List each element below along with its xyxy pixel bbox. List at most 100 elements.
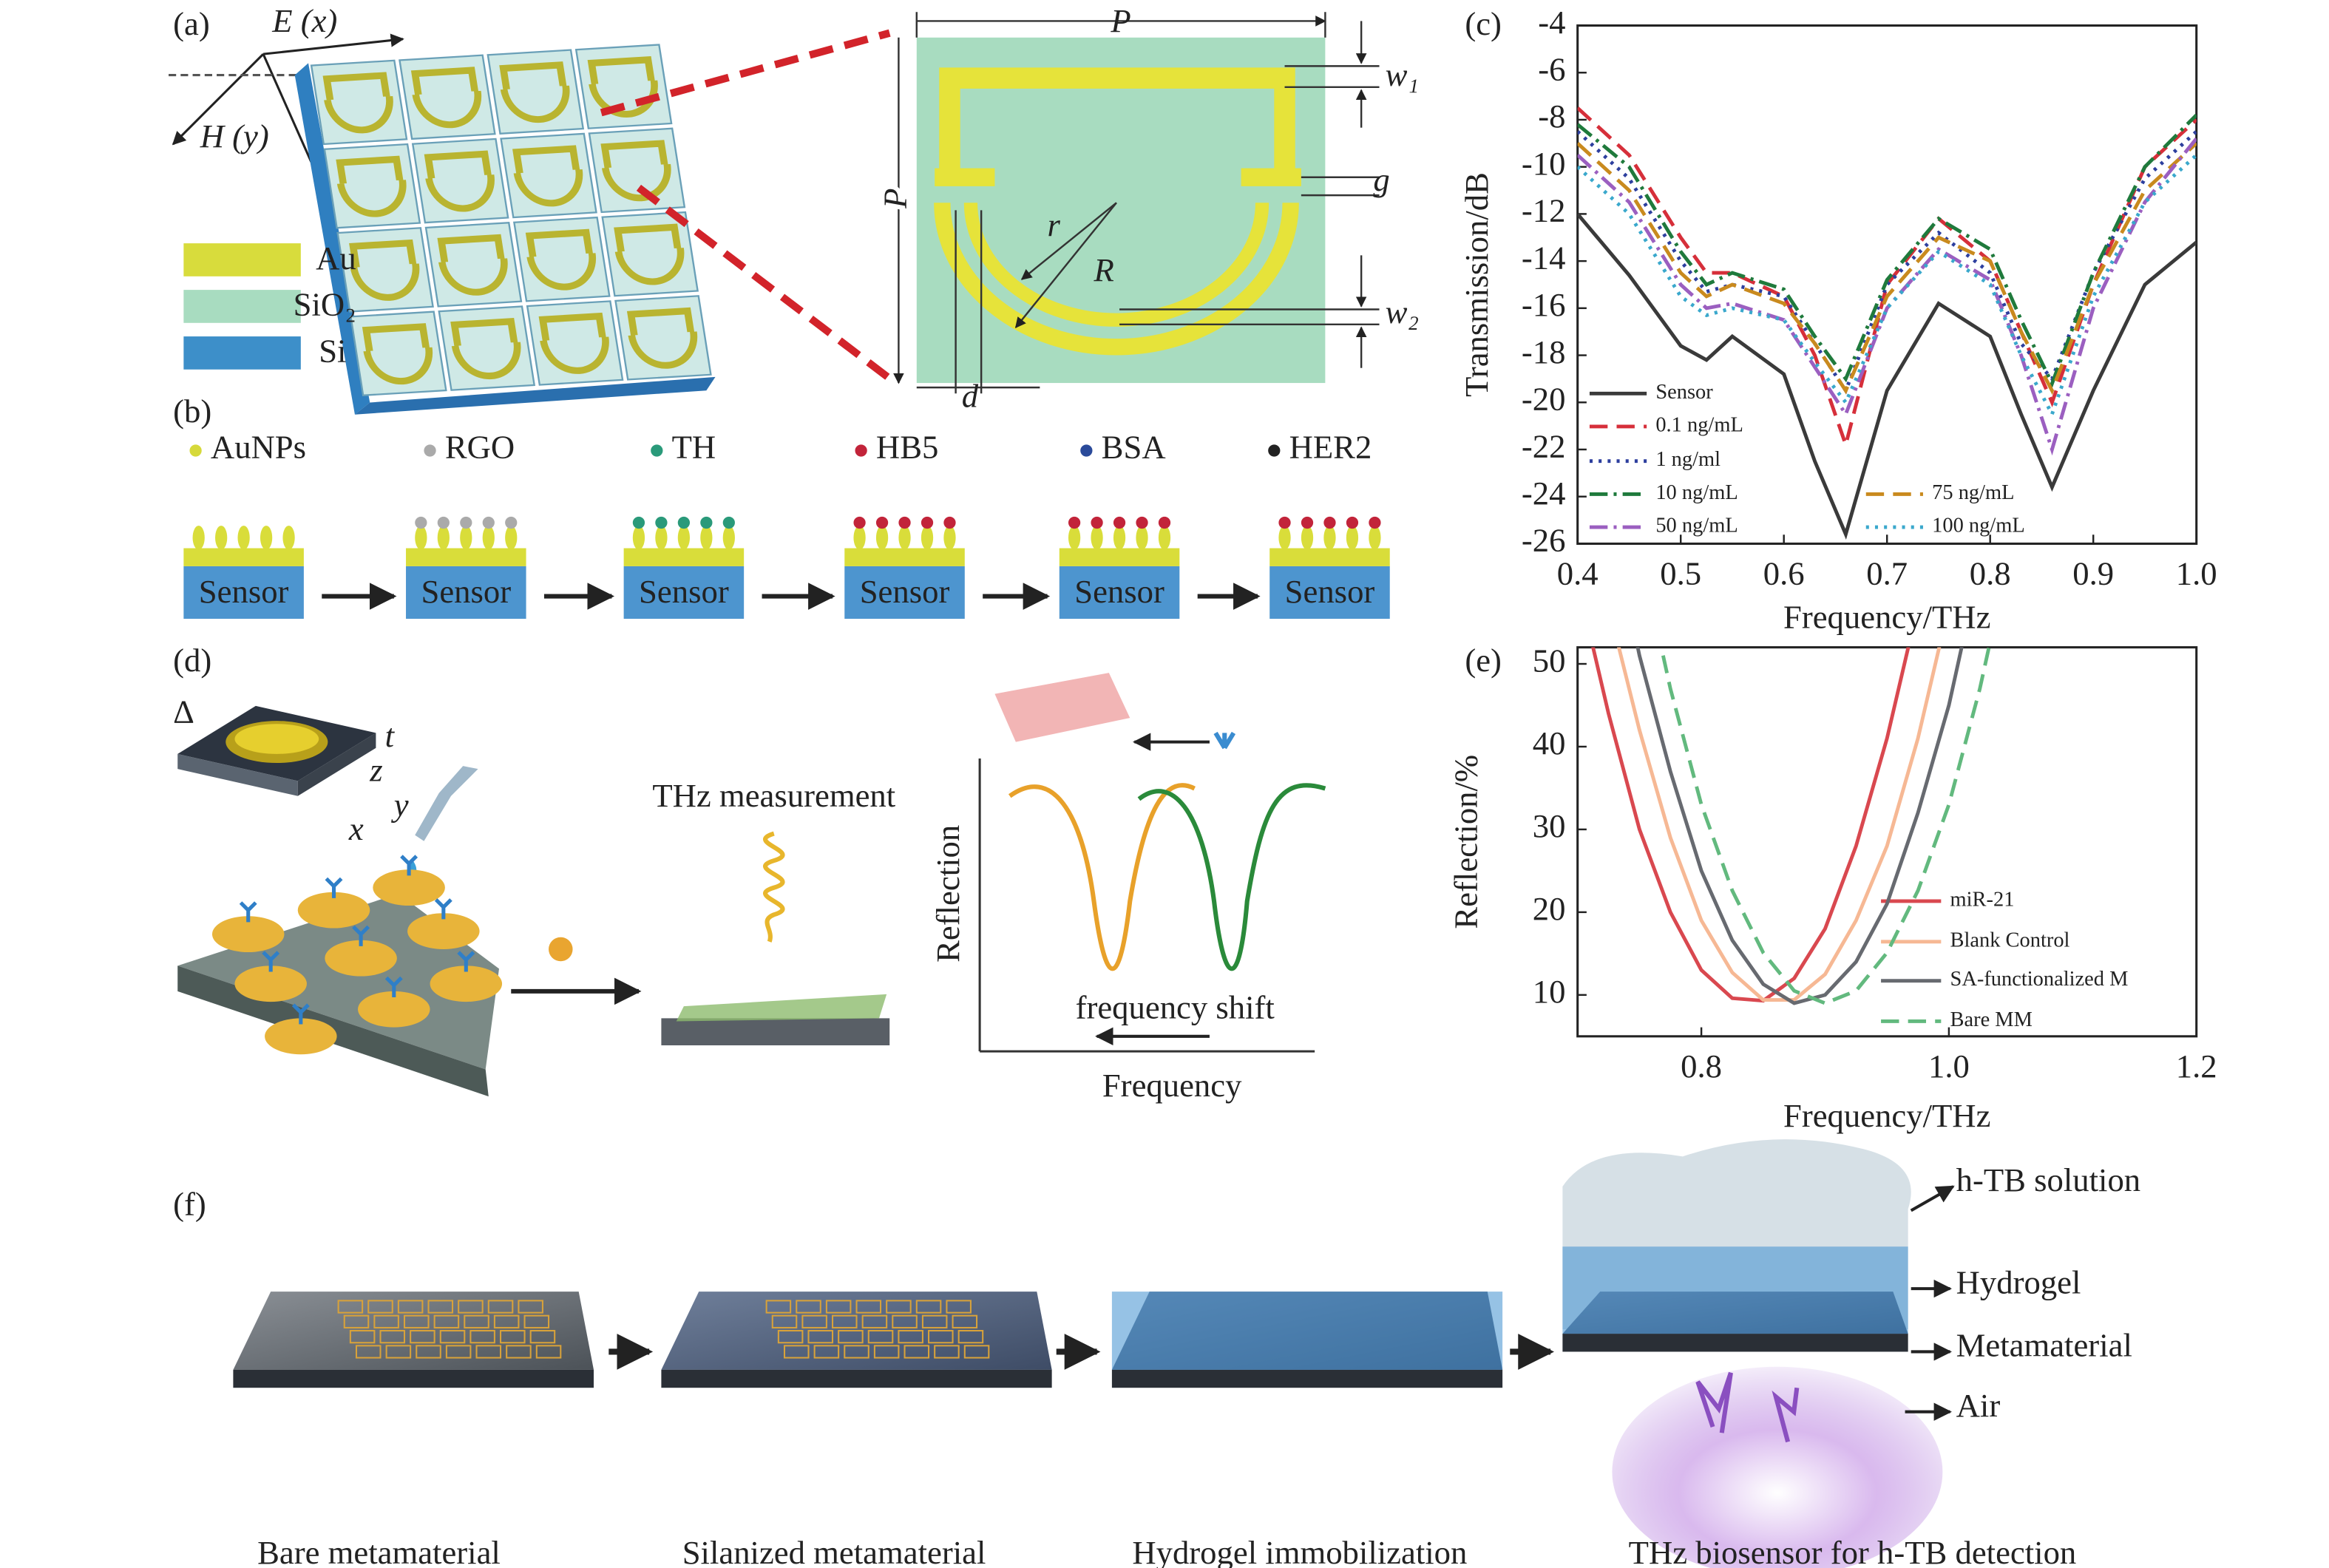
antibody bbox=[291, 1003, 310, 1025]
disc bbox=[430, 965, 503, 1002]
y-tick-label: 20 bbox=[1533, 890, 1566, 927]
pipette bbox=[415, 766, 478, 841]
slab-side bbox=[233, 1369, 594, 1388]
legend-label: Blank Control bbox=[1950, 929, 2070, 951]
resonator bbox=[322, 72, 393, 134]
particle bbox=[1068, 526, 1081, 550]
cell bbox=[783, 1345, 810, 1359]
resonator bbox=[614, 223, 685, 285]
x-tick-label: 0.7 bbox=[1866, 554, 1908, 591]
y-tick-label: -10 bbox=[1522, 145, 1566, 182]
cell bbox=[464, 1314, 489, 1328]
molecule bbox=[875, 516, 889, 529]
legend-label: 50 ng/mL bbox=[1655, 515, 1738, 537]
dimension-label: P bbox=[1110, 2, 1130, 39]
discs bbox=[211, 855, 503, 1055]
dimension-label: d bbox=[962, 378, 979, 415]
y-tick-label: -26 bbox=[1522, 522, 1566, 559]
y-tick-label: 40 bbox=[1533, 724, 1566, 761]
particle bbox=[192, 526, 205, 550]
panel-label: (b) bbox=[173, 393, 211, 430]
particle bbox=[1369, 526, 1381, 550]
x-tick-label: 0.9 bbox=[2072, 554, 2114, 591]
legend-swatch bbox=[183, 243, 301, 276]
metasurface bbox=[310, 44, 712, 396]
charts: (c) Frequency/THz Transmission/dB -26 -24 -22… bbox=[1448, 4, 2217, 1134]
disc bbox=[358, 991, 430, 1028]
cell bbox=[458, 1300, 484, 1314]
legend-icon bbox=[651, 444, 663, 457]
particle bbox=[875, 526, 889, 550]
cell bbox=[801, 1314, 827, 1328]
layer bbox=[1269, 548, 1390, 566]
y-tick-label: -6 bbox=[1538, 51, 1565, 88]
legend-label: SA-functionalized M bbox=[1950, 968, 2129, 991]
chip bbox=[297, 733, 376, 796]
layer-label: Air bbox=[1956, 1387, 2001, 1424]
cell bbox=[410, 1329, 435, 1344]
panel-label: (c) bbox=[1465, 5, 1502, 42]
layer-label: Hydrogel bbox=[1956, 1263, 2081, 1300]
axis-arrow bbox=[172, 53, 265, 146]
hydrogel bbox=[1562, 1246, 1908, 1334]
sensor-box bbox=[1059, 566, 1180, 620]
antibody bbox=[457, 951, 475, 972]
legend-label: Bare MM bbox=[1950, 1008, 2033, 1031]
particle bbox=[677, 526, 691, 550]
particle bbox=[415, 526, 427, 550]
antibody bbox=[262, 951, 280, 972]
cell bbox=[934, 1345, 960, 1359]
molecule bbox=[1113, 516, 1126, 529]
caption: THz biosensor for h-TB detection bbox=[1629, 1534, 2077, 1568]
legend-icon bbox=[424, 444, 436, 457]
cell bbox=[873, 1345, 900, 1359]
molecule bbox=[1323, 516, 1336, 529]
molecule bbox=[655, 516, 668, 529]
caption: Bare metamaterial bbox=[257, 1534, 501, 1568]
caption: Silanized metamaterial bbox=[682, 1534, 986, 1568]
particle bbox=[215, 526, 228, 550]
resonator bbox=[410, 67, 482, 129]
series-line bbox=[1577, 153, 2197, 419]
x-tick-label: 0.8 bbox=[1681, 1048, 1722, 1085]
sensor-label: Sensor bbox=[421, 573, 511, 610]
dimension-label: w₂ bbox=[1386, 293, 1419, 330]
y-tick-label: -24 bbox=[1522, 475, 1566, 512]
dimension-label: g bbox=[1373, 161, 1389, 198]
disc bbox=[211, 916, 285, 953]
panel-label: (f) bbox=[173, 1186, 206, 1223]
caption: THz measurement bbox=[652, 777, 895, 814]
cell bbox=[886, 1300, 912, 1314]
molecule bbox=[549, 937, 573, 962]
layer bbox=[1059, 548, 1180, 566]
cell bbox=[892, 1314, 918, 1328]
y-tick-label: 10 bbox=[1533, 973, 1566, 1010]
particle bbox=[505, 526, 518, 550]
slab-side bbox=[354, 376, 716, 415]
zoom-line bbox=[636, 184, 892, 382]
x-axis-label: Frequency/THz bbox=[1783, 1097, 1990, 1134]
cell bbox=[796, 1300, 821, 1314]
legend-text: Au bbox=[316, 240, 356, 276]
molecule bbox=[898, 516, 911, 529]
disc bbox=[234, 965, 307, 1002]
sensor-box bbox=[1269, 566, 1390, 620]
slab-side bbox=[661, 1369, 1052, 1388]
antibody bbox=[239, 901, 257, 923]
particle bbox=[282, 526, 295, 550]
series-line bbox=[1659, 647, 1991, 1005]
chart: (c) Frequency/THz Transmission/dB -26 -24 -22… bbox=[1458, 4, 2217, 636]
disc bbox=[234, 724, 319, 754]
biolayer bbox=[676, 994, 887, 1022]
particle bbox=[943, 526, 956, 550]
cell bbox=[523, 1314, 550, 1328]
cell bbox=[765, 1300, 792, 1314]
cell bbox=[445, 1345, 472, 1359]
y-tick-label: -14 bbox=[1522, 239, 1566, 276]
particle bbox=[1323, 526, 1336, 550]
series-line bbox=[1577, 142, 2197, 396]
resonator bbox=[349, 239, 420, 301]
cell bbox=[433, 1314, 460, 1328]
axis-label: z bbox=[369, 752, 382, 789]
